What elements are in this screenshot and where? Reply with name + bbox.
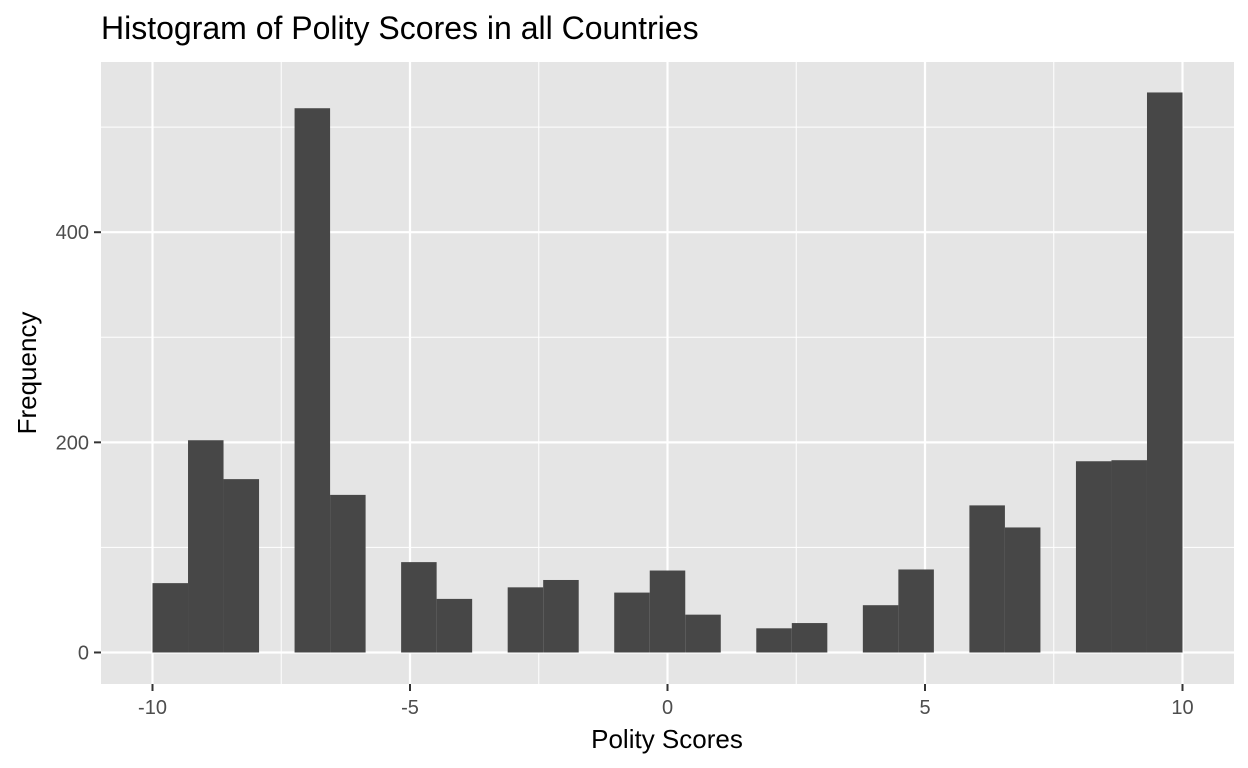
histogram-bar xyxy=(507,587,544,653)
histogram-bar xyxy=(401,562,437,653)
histogram-bar xyxy=(330,494,366,653)
y-axis-title: Frequency xyxy=(12,312,42,435)
y-tick-label: 400 xyxy=(56,222,89,244)
histogram-bar xyxy=(969,505,1005,653)
x-tick-label: 0 xyxy=(662,697,673,719)
x-tick-label: 5 xyxy=(919,697,930,719)
histogram-bar xyxy=(756,628,792,653)
y-tick-label: 0 xyxy=(78,642,89,664)
histogram-bar xyxy=(862,605,899,653)
x-tick-label: -10 xyxy=(138,697,167,719)
histogram-bar xyxy=(436,598,473,653)
histogram-bar xyxy=(614,592,650,653)
histogram-bar xyxy=(152,583,189,653)
histogram-bar xyxy=(543,579,579,653)
histogram-bar xyxy=(223,479,260,653)
histogram-bar xyxy=(898,569,934,653)
x-tick-label: 10 xyxy=(1171,697,1193,719)
x-tick-label: -5 xyxy=(401,697,419,719)
histogram-bar xyxy=(1075,461,1112,653)
histogram-bar xyxy=(1004,527,1041,653)
histogram-bar xyxy=(294,108,331,653)
x-axis-title: Polity Scores xyxy=(591,724,743,754)
histogram-bar xyxy=(649,570,686,653)
histogram-bar xyxy=(685,614,721,653)
histogram-bar xyxy=(1146,92,1183,653)
histogram-bars xyxy=(152,92,1183,653)
y-tick-label: 200 xyxy=(56,432,89,454)
histogram-bar xyxy=(1111,460,1147,653)
x-axis: -10 -5 0 5 10 xyxy=(138,684,1194,719)
chart-title: Histogram of Polity Scores in all Countr… xyxy=(101,10,699,46)
histogram-bar xyxy=(188,440,224,653)
y-axis: 0 200 400 xyxy=(56,222,101,664)
histogram-bar xyxy=(791,623,828,653)
